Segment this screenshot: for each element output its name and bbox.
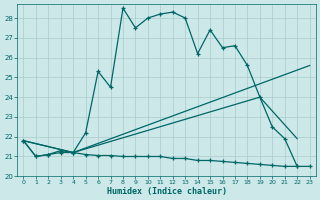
X-axis label: Humidex (Indice chaleur): Humidex (Indice chaleur) (107, 187, 227, 196)
